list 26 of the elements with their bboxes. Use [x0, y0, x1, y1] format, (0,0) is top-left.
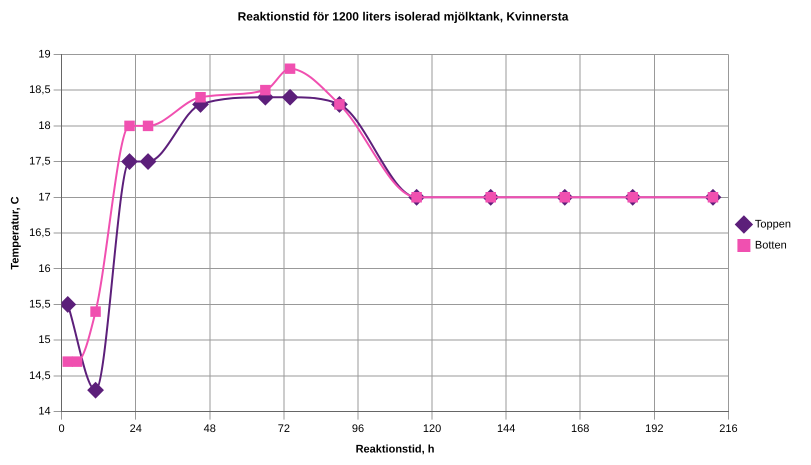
y-tick-label: 18 — [38, 120, 51, 132]
legend-label: Toppen — [754, 218, 792, 231]
x-tick-label: 24 — [130, 423, 142, 436]
x-tick-label: 168 — [571, 423, 590, 436]
y-tick-label: 15,5 — [29, 298, 51, 310]
x-tick-label: 120 — [422, 423, 442, 436]
x-tick-label: 48 — [204, 423, 216, 436]
y-tick-label: 17,5 — [29, 156, 51, 168]
y-tick-label: 19 — [38, 48, 51, 60]
y-tick-label: 14,5 — [29, 370, 51, 382]
x-tick-label: 72 — [278, 423, 290, 436]
y-tick-label: 17 — [38, 191, 51, 204]
y-tick-label: 15 — [38, 334, 51, 346]
x-tick-label: 144 — [496, 423, 516, 436]
y-tick-label: 18,5 — [29, 84, 51, 96]
legend-label: Botten — [754, 240, 787, 252]
y-axis-title: Temperatur, C — [10, 196, 22, 270]
x-tick-label: 192 — [645, 423, 664, 436]
chart-title: Reaktionstid för 1200 liters isolerad mjölktank, Kvinnersta — [238, 10, 569, 24]
y-tick-label: 16,5 — [29, 227, 51, 240]
x-axis-title: Reaktionstid, h — [356, 443, 435, 456]
x-tick-label: 96 — [352, 423, 364, 436]
y-tick-label: 16 — [38, 262, 51, 275]
y-tick-label: 14 — [38, 406, 51, 418]
x-tick-label: 216 — [719, 423, 738, 436]
x-tick-label: 0 — [58, 423, 65, 436]
